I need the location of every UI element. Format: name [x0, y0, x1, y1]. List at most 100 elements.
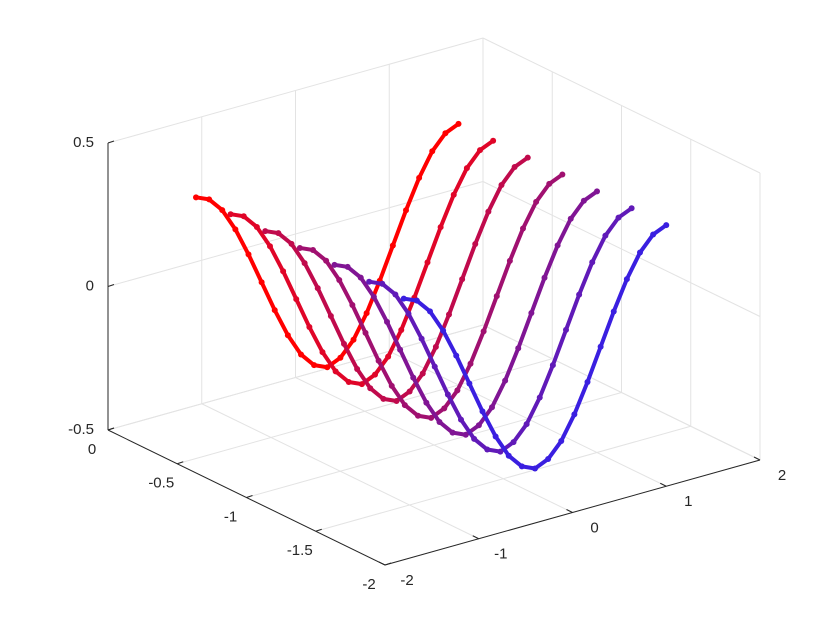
point — [423, 399, 430, 406]
point — [400, 295, 407, 302]
point — [549, 362, 556, 369]
point — [650, 231, 657, 238]
grid-line — [482, 37, 761, 174]
point — [458, 416, 464, 423]
z-tick-label: -0.5 — [68, 421, 94, 438]
point — [415, 412, 421, 419]
point — [401, 402, 408, 409]
point — [245, 251, 252, 258]
y-tick-label: -2 — [362, 576, 375, 593]
point — [576, 291, 583, 298]
point — [559, 171, 566, 178]
x-tick-label: -1 — [494, 546, 507, 563]
grid-line — [482, 181, 761, 317]
point — [288, 240, 295, 247]
point — [490, 137, 497, 144]
point — [398, 327, 405, 334]
tick-mark — [107, 140, 115, 144]
point — [284, 332, 291, 339]
point — [367, 385, 374, 392]
point — [293, 296, 300, 303]
point — [436, 418, 443, 425]
point — [511, 163, 518, 170]
point — [397, 346, 404, 353]
tick-mark — [107, 284, 115, 287]
point — [506, 257, 513, 264]
tick-mark — [246, 495, 253, 498]
grid-line — [315, 425, 691, 532]
point — [206, 196, 213, 203]
point — [258, 279, 265, 286]
point — [384, 318, 390, 325]
y-tick-label: 0 — [88, 441, 96, 458]
point — [332, 368, 339, 375]
tick-mark — [378, 561, 386, 566]
point — [327, 313, 334, 320]
point — [416, 174, 423, 181]
point — [301, 260, 308, 267]
point — [280, 268, 287, 275]
point — [370, 293, 377, 300]
tick-mark — [315, 528, 322, 532]
point — [410, 374, 417, 381]
grid-line — [107, 37, 484, 144]
y-tick-label: -0.5 — [148, 475, 174, 492]
point — [610, 308, 617, 315]
point — [541, 274, 548, 281]
y-tick-label: -1 — [224, 508, 237, 525]
point — [393, 397, 400, 404]
point — [580, 197, 587, 204]
point — [275, 230, 282, 237]
point — [558, 438, 565, 445]
point — [296, 244, 303, 251]
point — [344, 263, 351, 270]
point — [528, 310, 535, 317]
point — [459, 276, 466, 283]
point — [349, 302, 356, 309]
tick-mark — [384, 562, 392, 566]
point — [453, 352, 460, 359]
point — [298, 351, 304, 358]
point — [602, 232, 609, 239]
point — [310, 247, 316, 254]
point — [306, 324, 313, 331]
point — [524, 154, 531, 161]
point — [510, 439, 517, 446]
x-tick-label: -2 — [400, 572, 413, 589]
point — [489, 404, 495, 411]
point — [403, 207, 409, 214]
x-tick-label: 2 — [778, 467, 786, 484]
point — [427, 308, 433, 315]
point — [219, 207, 226, 214]
tick-mark — [566, 509, 573, 513]
point — [594, 188, 600, 195]
point — [497, 448, 504, 455]
point — [429, 148, 436, 155]
point — [431, 363, 438, 370]
point — [545, 456, 552, 463]
point — [388, 382, 395, 389]
point — [336, 276, 343, 283]
point — [623, 276, 630, 283]
point — [362, 329, 369, 336]
point — [406, 388, 413, 395]
point — [375, 357, 382, 364]
point — [424, 259, 431, 266]
y-tick-label: -1.5 — [287, 542, 313, 559]
point — [392, 291, 399, 298]
point — [350, 336, 357, 343]
point — [262, 228, 269, 235]
x-tick-label: 0 — [590, 519, 598, 536]
point — [380, 395, 387, 402]
point — [323, 257, 330, 264]
point — [533, 198, 540, 205]
point — [554, 242, 561, 249]
point — [462, 431, 469, 438]
point — [479, 408, 486, 415]
point — [589, 259, 596, 266]
point — [637, 249, 643, 256]
point — [463, 165, 470, 172]
point — [466, 380, 473, 387]
point — [492, 433, 499, 440]
